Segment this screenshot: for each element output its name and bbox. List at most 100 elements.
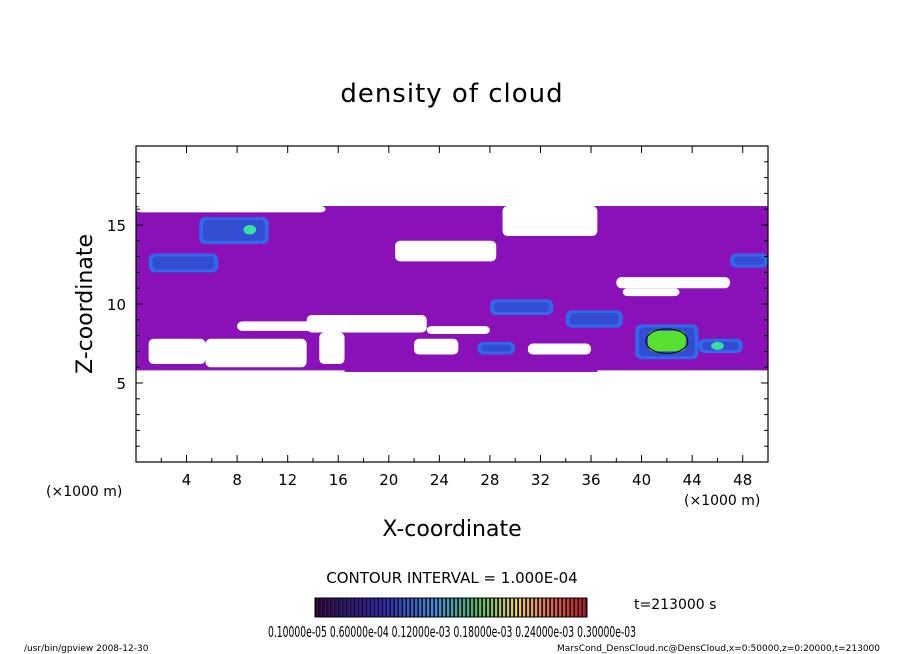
colorbar-separator [493,598,495,617]
colorbar-band [551,598,554,617]
colorbar-band [459,598,462,617]
colorbar-separator [517,598,519,617]
colorbar-band [411,598,414,617]
y-tick-label: 10 [107,296,126,314]
colorbar-separator [385,598,387,617]
colorbar-separator [337,598,339,617]
colorbar-band [547,598,550,617]
colorbar-separator [345,598,347,617]
x-axis-label: X-coordinate [382,517,521,542]
colorbar-band [519,598,522,617]
colorbar-band [511,598,514,617]
colorbar-band [431,598,434,617]
colorbar-band [339,598,342,617]
footer-left: /usr/bin/gpview 2008-12-30 [24,644,149,654]
x-axis-unit: (×1000 m) [684,493,760,509]
cloud-region-core [152,256,215,270]
colorbar-separator [401,598,403,617]
colorbar-tick-labels: 0.10000e-05 0.60000e-04 0.12000e-03 0.18… [268,623,636,641]
colorbar-frame [314,597,588,618]
contour-interval-label: CONTOUR INTERVAL = 1.000E-04 [326,569,577,587]
colorbar-band [367,598,370,617]
colorbar-band [407,598,410,617]
colorbar-separator [325,598,327,617]
y-tick-label: 5 [116,375,126,393]
x-tick-label: 16 [329,471,348,489]
x-tick-label: 32 [531,471,550,489]
colorbar-separator [533,598,535,617]
x-tick-label: 20 [379,471,398,489]
colorbar-separator [525,598,527,617]
colorbar-band [379,598,382,617]
y-axis-unit: (×1000 m) [46,484,122,500]
colorbar-separator [541,598,543,617]
cloud-region-mid [148,253,219,273]
colorbar-band [323,598,326,617]
colorbar-band [467,598,470,617]
cloud-region-mid [489,299,554,316]
colorbar-separator [573,598,575,617]
colorbar-separator [381,598,383,617]
cloud-gap [426,326,490,335]
colorbar-band [451,598,454,617]
cloud-gap [148,338,206,365]
colorbar-separator [501,598,503,617]
colorbar-separator [557,598,559,617]
x-tick-label: 8 [232,471,242,489]
colorbar-separator [561,598,563,617]
colorbar-band [463,598,466,617]
cloud-gap [414,338,459,355]
colorbar-band [439,598,442,617]
colorbar-separator [441,598,443,617]
colorbar-band [343,598,346,617]
colorbar-band [475,598,478,617]
colorbar-separator [549,598,551,617]
x-axis: 4 8 12 16 20 24 28 32 36 40 44 48 [160,146,752,489]
colorbar-separator [429,598,431,617]
colorbar-band [347,598,350,617]
colorbar-band [507,598,510,617]
colorbar-band [531,598,534,617]
x-tick-label: 40 [632,471,651,489]
colorbar-separator [421,598,423,617]
colorbar-separator [365,598,367,617]
colorbar-separator [369,598,371,617]
y-axis-label: Z-coordinate [73,234,98,374]
x-tick-label: 44 [683,471,702,489]
colorbar-separator [449,598,451,617]
colorbar-band [383,598,386,617]
colorbar-separator [321,598,323,617]
cloud-region-mid [730,253,768,268]
colorbar-separator [509,598,511,617]
colorbar-band [403,598,406,617]
colorbar-separator [377,598,379,617]
colorbar-separator [485,598,487,617]
colorbar-separator [353,598,355,617]
colorbar-separator [497,598,499,617]
colorbar-separator [389,598,391,617]
colorbar-band [559,598,562,617]
y-tick-label: 15 [107,217,126,235]
colorbar-separator [581,598,583,617]
x-tick-label: 4 [182,471,192,489]
colorbar-separator [473,598,475,617]
cloud-gap [616,277,731,289]
colorbar-separator [393,598,395,617]
colorbar-separator [529,598,531,617]
x-tick-label: 28 [480,471,499,489]
colorbar-band [579,598,582,617]
cloud-gap [527,343,592,355]
colorbar [315,598,587,617]
colorbar-separator [317,598,319,617]
density-field [136,206,768,372]
cloud-gap [205,338,307,368]
time-label: t=213000 s [634,597,716,613]
colorbar-band [363,598,366,617]
colorbar-separator [425,598,427,617]
colorbar-separator [333,598,335,617]
colorbar-band [583,598,586,617]
colorbar-separator [417,598,419,617]
colorbar-band [563,598,566,617]
colorbar-separator [349,598,351,617]
colorbar-band [543,598,546,617]
